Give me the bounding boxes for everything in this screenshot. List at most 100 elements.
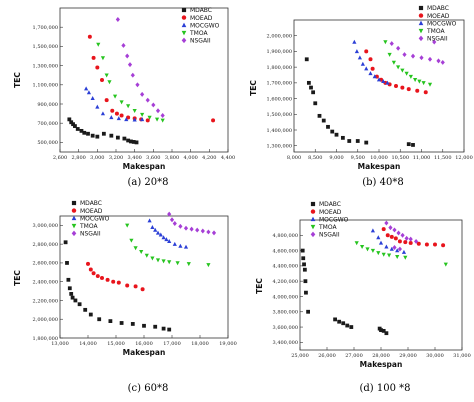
data-point: [337, 319, 342, 324]
series-mdabc: [300, 248, 389, 336]
data-point: [396, 230, 401, 236]
legend-label: MOCGWO: [190, 22, 220, 29]
legend-marker-mdabc: [418, 5, 424, 11]
x-tick-label: 16,000: [135, 341, 153, 347]
data-point: [150, 256, 155, 261]
data-point: [140, 117, 145, 122]
y-tick-label: 1,100,000: [33, 83, 58, 89]
data-point: [125, 283, 130, 288]
data-point: [393, 236, 398, 241]
y-tick-label: 1,900,000: [267, 49, 292, 55]
data-point: [90, 95, 95, 100]
data-point: [317, 113, 322, 118]
data-point: [360, 61, 365, 66]
x-tick-label: 3,600: [146, 155, 160, 161]
data-point: [306, 80, 311, 85]
data-point: [167, 211, 172, 217]
legend-marker-moead: [71, 208, 77, 213]
y-tick-label: 1,500,000: [33, 44, 58, 50]
data-point: [134, 140, 139, 145]
data-point: [67, 286, 72, 291]
legend-marker-moead: [181, 15, 187, 20]
data-point: [105, 277, 110, 282]
data-point: [385, 80, 390, 85]
data-point: [400, 68, 405, 73]
data-point: [115, 17, 120, 22]
data-point: [63, 240, 68, 245]
series-tmoa: [125, 223, 211, 268]
y-tick-label: 1,600,000: [267, 96, 292, 102]
data-point: [370, 248, 375, 253]
data-point: [408, 74, 413, 79]
data-point: [116, 280, 121, 285]
data-point: [155, 230, 161, 235]
x-tick-label: 25,000: [291, 353, 309, 359]
data-point: [396, 45, 401, 51]
x-tick-label: 9,500: [351, 155, 365, 161]
data-point: [368, 57, 373, 62]
x-tick-label: 2,800: [72, 155, 86, 161]
data-point: [104, 73, 109, 78]
data-point: [410, 53, 416, 59]
legend-marker-nsgaii: [71, 230, 77, 237]
y-tick-label: 2,400,000: [33, 279, 58, 285]
data-point: [150, 224, 155, 229]
legend-marker-nsgaii: [181, 37, 187, 44]
legend-label: MDABC: [427, 5, 449, 12]
data-point: [368, 71, 373, 76]
data-point: [200, 228, 205, 234]
data-point: [421, 81, 426, 86]
data-point: [395, 248, 400, 253]
y-tick-label: 3,400,000: [273, 340, 298, 346]
data-point: [91, 55, 96, 60]
data-point: [404, 235, 409, 241]
data-point: [104, 98, 109, 103]
data-point: [401, 249, 407, 254]
x-tick-label: 4,400: [221, 155, 235, 161]
data-point: [140, 112, 145, 117]
data-point: [313, 101, 318, 106]
legend-label: MDABC: [319, 201, 341, 208]
data-point: [109, 115, 114, 120]
data-point: [340, 135, 345, 140]
data-point: [414, 238, 419, 244]
data-point: [406, 87, 411, 92]
data-point: [90, 133, 95, 138]
data-point: [354, 49, 359, 54]
data-point: [384, 244, 389, 249]
data-point: [206, 263, 211, 268]
data-point: [211, 230, 217, 236]
x-tick-label: 3,800: [165, 155, 179, 161]
data-point: [309, 85, 313, 90]
y-axis-label: TEC: [255, 278, 264, 294]
data-point: [167, 327, 172, 332]
y-tick-label: 900,000: [37, 102, 58, 108]
data-point: [381, 79, 386, 83]
legend-label: MOEAD: [80, 208, 103, 215]
y-tick-label: 4,600,000: [273, 248, 298, 254]
x-tick-label: 9,000: [329, 155, 343, 161]
legend-marker-tmoa: [181, 30, 187, 36]
data-point: [167, 260, 172, 265]
data-point: [408, 236, 413, 242]
data-point: [330, 129, 335, 134]
data-point: [381, 252, 386, 257]
data-point: [341, 321, 346, 326]
data-point: [100, 56, 106, 61]
data-point: [354, 241, 359, 246]
legend-marker-tmoa: [71, 223, 77, 229]
data-point: [75, 127, 80, 131]
legend-marker-mdabc: [310, 201, 316, 207]
series-mocgwo: [84, 86, 145, 122]
x-tick-label: 29,000: [399, 353, 417, 359]
legend-marker-mdabc: [181, 7, 187, 13]
subplot-caption: (b) 40*8: [362, 177, 403, 188]
y-tick-label: 4,400,000: [273, 264, 298, 270]
data-point: [389, 234, 394, 239]
x-tick-label: 30,000: [426, 353, 444, 359]
legend-label: TMOA: [426, 28, 445, 35]
subplot-caption: (c) 60*8: [128, 383, 169, 394]
data-point: [364, 66, 369, 71]
legend-marker-nsgaii: [310, 231, 316, 238]
legend-label: NSGAII: [319, 232, 340, 239]
